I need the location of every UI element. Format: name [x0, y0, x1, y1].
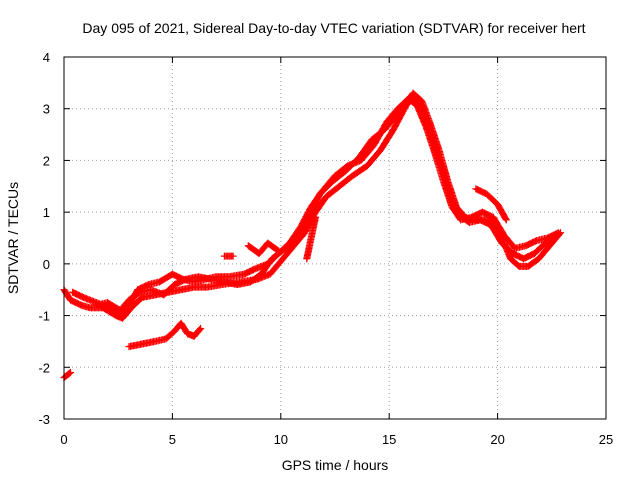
grid — [64, 57, 606, 419]
series-arc-c — [92, 94, 560, 315]
series-arc-i — [472, 185, 510, 224]
x-tick-label: 25 — [599, 432, 613, 447]
x-tick-label: 10 — [274, 432, 288, 447]
y-tick-label: -3 — [38, 412, 50, 427]
y-tick-label: 2 — [43, 153, 50, 168]
series-arc-d — [125, 319, 205, 351]
y-tick-label: 4 — [43, 50, 50, 65]
y-tick-label: -2 — [38, 360, 50, 375]
chart-title: Day 095 of 2021, Sidereal Day-to-day VTE… — [82, 20, 585, 36]
series-arc-e — [60, 368, 75, 382]
x-tick-label: 20 — [490, 432, 504, 447]
y-axis-label: SDTVAR / TECUs — [5, 182, 21, 294]
y-tick-label: 0 — [43, 257, 50, 272]
y-tick-labels: -3 -2 -1 0 1 2 3 4 — [38, 50, 50, 427]
x-tick-labels: 0 5 10 15 20 25 — [60, 432, 613, 447]
x-tick-label: 15 — [382, 432, 396, 447]
x-tick-label: 0 — [60, 432, 67, 447]
series-arc-h — [303, 213, 320, 263]
axis-ticks — [63, 56, 607, 420]
y-tick-label: -1 — [38, 309, 50, 324]
data-series — [60, 89, 565, 382]
x-axis-label: GPS time / hours — [282, 457, 389, 473]
plot-frame — [63, 56, 607, 420]
y-tick-label: 3 — [43, 102, 50, 117]
y-tick-label: 1 — [43, 205, 50, 220]
series-arc-f — [220, 252, 237, 260]
series-arc-g — [244, 239, 283, 258]
x-tick-label: 5 — [169, 432, 176, 447]
